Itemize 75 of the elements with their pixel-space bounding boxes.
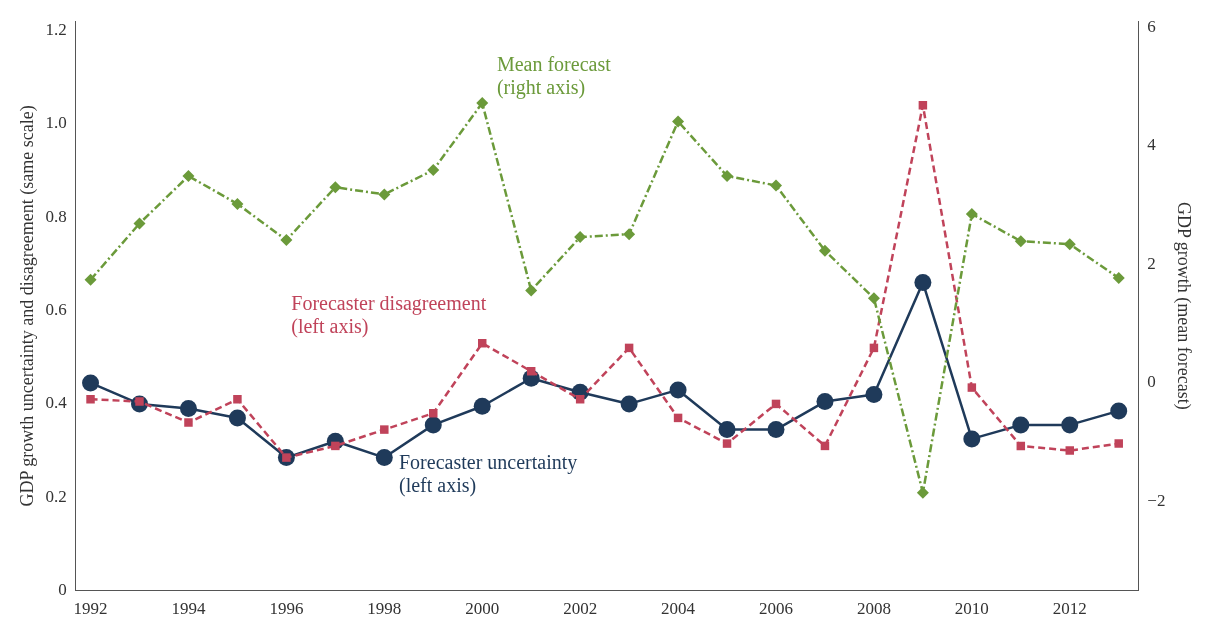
point	[427, 164, 440, 177]
point	[1061, 416, 1079, 434]
point	[963, 430, 981, 448]
x-tick-label: 2006	[759, 599, 793, 619]
y-tick-label: 1.0	[45, 113, 67, 133]
point	[378, 188, 391, 201]
point	[231, 197, 244, 210]
point	[84, 273, 97, 286]
point	[424, 416, 442, 434]
point	[1014, 235, 1027, 248]
x-tick-label: 1992	[73, 599, 108, 619]
point	[620, 395, 638, 413]
point	[865, 386, 883, 404]
point	[1063, 238, 1076, 251]
point	[133, 217, 146, 230]
point	[329, 181, 342, 194]
point	[818, 244, 831, 257]
y-axis-title: GDP growth uncertainty and disagreement (same scale)	[16, 105, 38, 507]
y2-tick-label: 0	[1147, 372, 1156, 392]
point	[228, 409, 246, 427]
x-tick-label: 2000	[465, 599, 500, 619]
y2-tick-label: −2	[1147, 491, 1166, 511]
point	[1110, 402, 1128, 420]
point	[718, 421, 736, 439]
x-tick-label: 1998	[367, 599, 402, 619]
y2-tick-label: 2	[1147, 253, 1156, 273]
point	[767, 421, 785, 439]
y-tick-label: 0.2	[45, 486, 67, 506]
x-tick-label: 2008	[856, 599, 891, 619]
point	[331, 441, 340, 451]
series-label: Forecaster disagreement (left axis)	[291, 291, 487, 338]
point	[380, 425, 389, 434]
point	[1065, 446, 1075, 455]
point	[179, 400, 197, 418]
point	[623, 228, 636, 241]
y2-axis-title: GDP growth (mean forecast)	[1173, 202, 1195, 410]
y-tick-label: 0	[58, 580, 67, 600]
point	[721, 170, 734, 183]
point	[184, 418, 193, 427]
point	[967, 383, 977, 392]
y-tick-label: 0.4	[45, 393, 68, 413]
point	[965, 207, 978, 220]
y2-tick-label: 6	[1147, 16, 1156, 36]
y2-tick-label: 4	[1147, 135, 1157, 155]
x-tick-label: 2004	[661, 599, 696, 619]
point	[1112, 272, 1125, 285]
point	[525, 284, 538, 297]
y-tick-label: 0.8	[45, 206, 67, 226]
x-tick-label: 1996	[269, 599, 304, 619]
point	[182, 170, 195, 183]
point	[669, 381, 687, 399]
point	[1114, 439, 1123, 448]
point	[770, 179, 782, 192]
point	[476, 97, 489, 110]
point	[86, 395, 95, 404]
point	[867, 292, 880, 305]
point	[672, 115, 685, 128]
x-tick-label: 2010	[954, 599, 989, 619]
point	[816, 393, 834, 411]
series-label: Forecaster uncertainty (left axis)	[399, 451, 578, 498]
y-tick-label: 0.6	[45, 300, 67, 320]
point	[280, 234, 293, 247]
point	[375, 449, 393, 467]
x-tick-label: 1994	[171, 599, 206, 619]
point	[429, 409, 438, 418]
point	[473, 397, 491, 415]
point	[914, 274, 932, 292]
y-tick-label: 1.2	[45, 20, 67, 39]
x-tick-label: 2002	[563, 599, 598, 619]
point	[1012, 416, 1030, 434]
x-tick-label: 2012	[1052, 599, 1087, 619]
series-label: Mean forecast (right axis)	[496, 52, 612, 99]
point	[722, 439, 732, 448]
point	[82, 374, 100, 392]
point	[233, 395, 242, 404]
